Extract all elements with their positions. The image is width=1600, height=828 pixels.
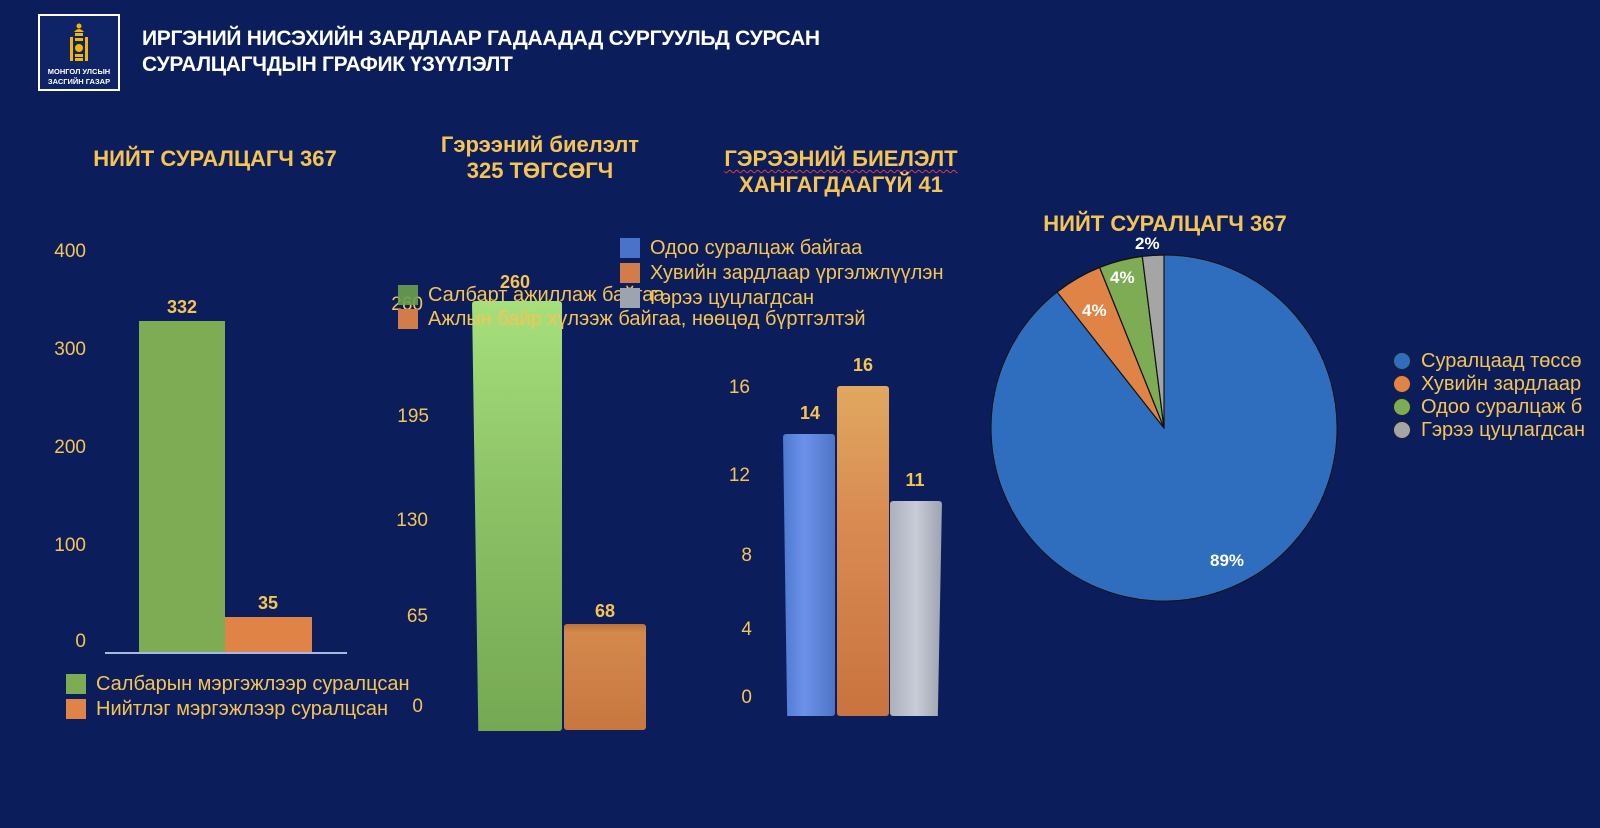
chart1-ytick: 400 [54,241,86,262]
legend-label: Суралцаад төссө [1421,349,1582,372]
chart1-bar-sector [139,321,225,652]
chart2-legend: Салбарт ажиллаж байгаа Ажлын байр хүлээж… [398,284,866,330]
legend-label: Гэрээ цуцлагдсан [650,286,815,309]
chart3-ytick: 12 [728,465,750,486]
chart1-ytick: 200 [54,437,86,458]
chart1-value-label: 35 [257,593,279,613]
chart3-bar-terminated [890,501,942,716]
chart2-bar-working [472,301,562,731]
legend-label: Хувийн зардлаар [1421,372,1582,395]
chart1-bar-general [225,617,312,652]
chart1-ytick: 0 [75,631,86,652]
chart2-bar-waiting [564,624,646,730]
legend-dot-blue [1393,352,1411,370]
pie-label: 4% [1110,268,1135,287]
legend-swatch-orange [398,309,418,329]
chart1-legend: Салбарын мэргэжлээр суралцсан Нийтлэг мэ… [66,673,410,720]
logo-text-line1: МОНГОЛ УЛСЫН [47,67,111,76]
chart-total-students: НИЙТ СУРАЛЦАГЧ 367 400 300 200 100 0 332… [0,0,450,828]
legend-item: Салбарт ажиллаж байгаа [398,284,866,306]
legend-item: Салбарын мэргэжлээр суралцсан [66,673,410,695]
chart2-ytick: 195 [397,406,429,427]
legend-item: Одоо суралцаж байгаа [620,237,944,259]
chart4-legend: Суралцаад төссө Хувийн зардлаар Одоо сур… [1393,350,1585,441]
government-logo: МОНГОЛ УЛСЫН ЗАСГИЙН ГАЗАР [38,14,120,91]
soyombo-emblem-icon [70,23,88,61]
chart1-axis-line [105,652,347,654]
legend-item: Нийтлэг мэргэжлээр суралцсан [66,698,410,720]
chart1-ytick: 100 [54,535,86,556]
legend-dot-orange [1393,375,1411,393]
legend-item: Гэрээ цуцлагдсан [1393,419,1585,441]
pie-label: 2% [1135,234,1160,253]
legend-label: Гэрээ цуцлагдсан [1421,418,1586,441]
chart2-title-line2: 325 ТӨГСӨГЧ [466,158,614,183]
legend-label: Салбарт ажиллаж байгаа [428,283,665,306]
legend-swatch-gray [620,288,640,308]
legend-swatch-blue [620,238,640,258]
chart3-title: ГЭРЭЭНИЙ БИЕЛЭЛТ ХАНГАГДААГҮЙ 41 [700,146,982,198]
chart-total-pie: НИЙТ СУРАЛЦАГЧ 367 89% 4% 4% 2% Суралцаа… [990,0,1600,828]
chart2-value-label: 68 [594,601,616,621]
legend-label: Хувийн зардлаар үргэлжлүүлэн [650,261,944,284]
chart3-title-line1: ГЭРЭЭНИЙ БИЕЛЭЛТ [724,146,958,171]
chart2-title-line1: Гэрээний биелэлт [440,132,640,157]
chart-contract-unfulfilled: ГЭРЭЭНИЙ БИЕЛЭЛТ ХАНГАГДААГҮЙ 41 Одоо су… [620,0,1000,828]
chart3-bar-studying [783,434,835,716]
chart3-bar-private [837,386,889,716]
chart1-value-label: 332 [166,297,198,317]
chart2-value-label: 260 [499,272,531,292]
chart3-title-line2: ХАНГАГДААГҮЙ 41 [739,172,943,197]
chart3-ytick: 4 [741,619,752,640]
legend-label: Одоо суралцаж б [1421,395,1583,418]
chart3-value-label: 14 [799,403,821,423]
legend-item: Ажлын байр хүлээж байгаа, нөөцөд бүртгэл… [398,308,866,330]
page-title-line1: ИРГЭНИЙ НИСЭХИЙН ЗАРДЛААР ГАДААДАД СУРГУ… [142,27,820,50]
page-title-line2: СУРАЛЦАГЧДЫН ГРАФИК ҮЗҮҮЛЭЛТ [142,53,513,76]
chart3-value-label: 16 [852,355,874,375]
pie-label: 4% [1082,301,1107,320]
pie-slice-terminated [1141,254,1165,429]
chart-contract-fulfilled: Гэрээний биелэлт 325 ТӨГСӨГЧ 260 195 130… [380,0,866,828]
pie-label: 89% [1210,551,1245,570]
legend-label: Салбарын мэргэжлээр суралцсан [96,672,410,695]
legend-swatch-green [66,674,86,694]
chart4-title: НИЙТ СУРАЛЦАГЧ 367 [1043,211,1287,236]
legend-label: Ажлын байр хүлээж байгаа, нөөцөд бүртгэл… [428,307,866,330]
chart2-ytick: 0 [412,696,423,717]
chart3-value-label: 11 [905,470,925,490]
chart2-ytick: 65 [406,606,428,627]
legend-item: Одоо суралцаж б [1393,396,1585,418]
chart3-ytick: 16 [728,377,750,398]
legend-swatch-orange [620,263,640,283]
legend-item: Хувийн зардлаар үргэлжлүүлэн [620,262,944,284]
legend-item: Гэрээ цуцлагдсан [620,287,944,309]
legend-label: Одоо суралцаж байгаа [650,236,863,259]
legend-item: Хувийн зардлаар [1393,373,1585,395]
legend-swatch-orange [66,699,86,719]
chart2-title: Гэрээний биелэлт 325 ТӨГСӨГЧ [420,132,660,184]
pie-chart [990,254,1338,602]
page-title: ИРГЭНИЙ НИСЭХИЙН ЗАРДЛААР ГАДААДАД СУРГУ… [142,26,820,78]
logo-text-line2: ЗАСГИЙН ГАЗАР [47,77,111,86]
chart1-ytick: 300 [54,339,86,360]
legend-swatch-green [398,285,418,305]
chart2-ytick: 130 [396,510,428,531]
legend-dot-green [1393,398,1411,416]
chart3-ytick: 8 [741,545,752,566]
legend-label: Нийтлэг мэргэжлээр суралцсан [96,697,389,720]
chart3-ytick: 0 [741,687,752,708]
chart1-title: НИЙТ СУРАЛЦАГЧ 367 [93,146,337,171]
legend-dot-gray [1393,421,1411,439]
legend-item: Суралцаад төссө [1393,350,1585,372]
chart3-legend: Одоо суралцаж байгаа Хувийн зардлаар үрг… [620,237,944,309]
